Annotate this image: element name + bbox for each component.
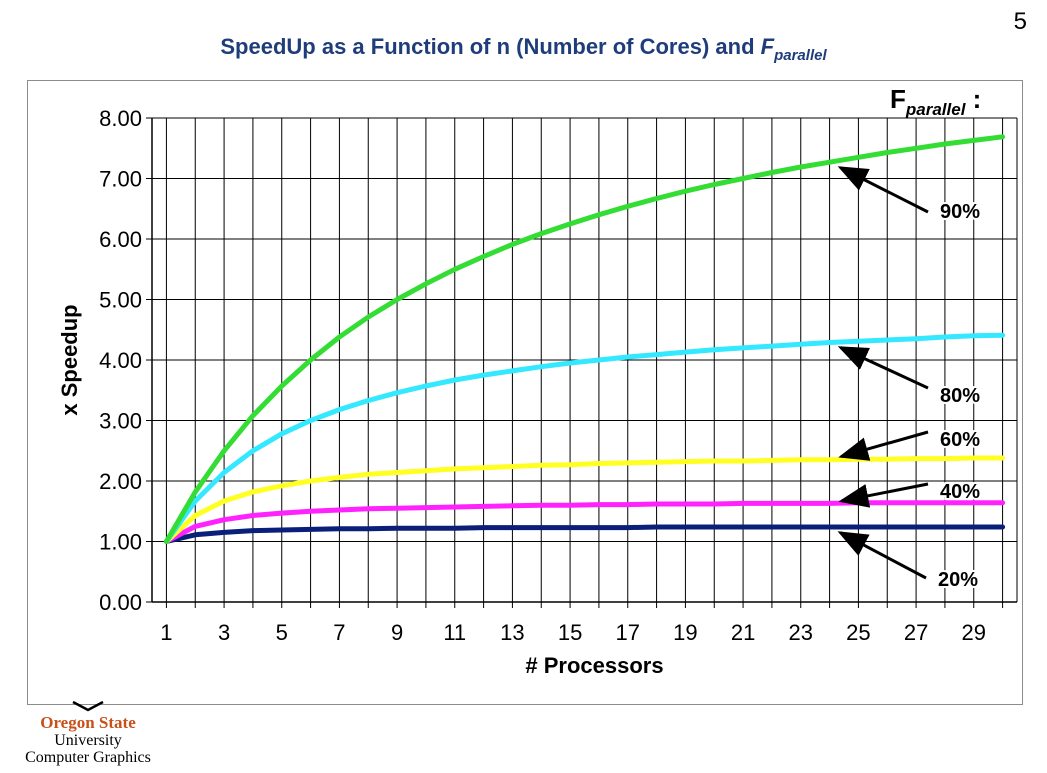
annotation-label: 20% [938,569,978,591]
x-tick-label: 7 [333,620,345,645]
annotation-arrow [837,166,929,214]
annotation-label: 80% [940,385,980,407]
legend-title-colon: : [972,84,982,114]
logo-chevron-icon [72,700,104,712]
x-axis-label: # Processors [525,653,663,678]
logo-department: Computer Graphics [25,749,151,766]
y-tick-label: 4.00 [99,348,142,373]
logo-name-line1: Oregon State [40,713,136,732]
series-line [163,134,1006,544]
x-tick-label: 11 [443,620,466,645]
osu-logo: Oregon State University Computer Graphic… [8,700,168,767]
y-tick-label: 7.00 [99,167,142,192]
slide-title-text: SpeedUp as a Function of n (Number of Co… [220,34,761,59]
annotation-label: 40% [940,481,980,503]
series-line [163,332,1006,544]
logo-name-line2: University [54,732,122,749]
slide-title: SpeedUp as a Function of n (Number of Co… [0,34,1047,64]
annotation-arrow [837,346,929,390]
annotation-label: 60% [940,429,980,451]
x-tick-label: 9 [391,620,403,645]
x-tick-label: 27 [904,620,928,645]
y-tick-label: 1.00 [99,530,142,555]
y-tick-label: 2.00 [99,469,142,494]
y-axis-label: x Speedup [57,304,82,415]
annotation-arrow [838,430,929,461]
legend-title: Fparallel : [890,84,981,120]
annotation-arrow [838,482,929,508]
y-tick-label: 6.00 [99,227,142,252]
x-tick-label: 13 [500,620,524,645]
slide-title-f: F [760,34,775,59]
y-tick-label: 8.00 [99,106,142,131]
x-tick-label: 25 [846,620,870,645]
annotation-arrow [837,531,927,580]
y-tick-label: 3.00 [99,409,142,434]
x-tick-label: 15 [558,620,582,645]
legend-title-subscript: parallel [905,100,966,119]
x-tick-label: 19 [673,620,697,645]
slide-title-subscript: parallel [774,47,827,64]
x-tick-label: 29 [962,620,986,645]
page-number: 5 [1013,8,1027,35]
annotation-label: 90% [940,201,980,223]
series-line [163,524,1006,544]
x-tick-label: 23 [789,620,813,645]
x-tick-label: 3 [218,620,230,645]
x-tick-label: 17 [616,620,640,645]
x-tick-label: 21 [731,620,755,645]
y-tick-label: 5.00 [99,288,142,313]
x-tick-label: 5 [276,620,288,645]
x-tick-label: 1 [160,620,172,645]
y-tick-label: 0.00 [99,590,142,615]
legend-title-f: F [890,84,906,114]
